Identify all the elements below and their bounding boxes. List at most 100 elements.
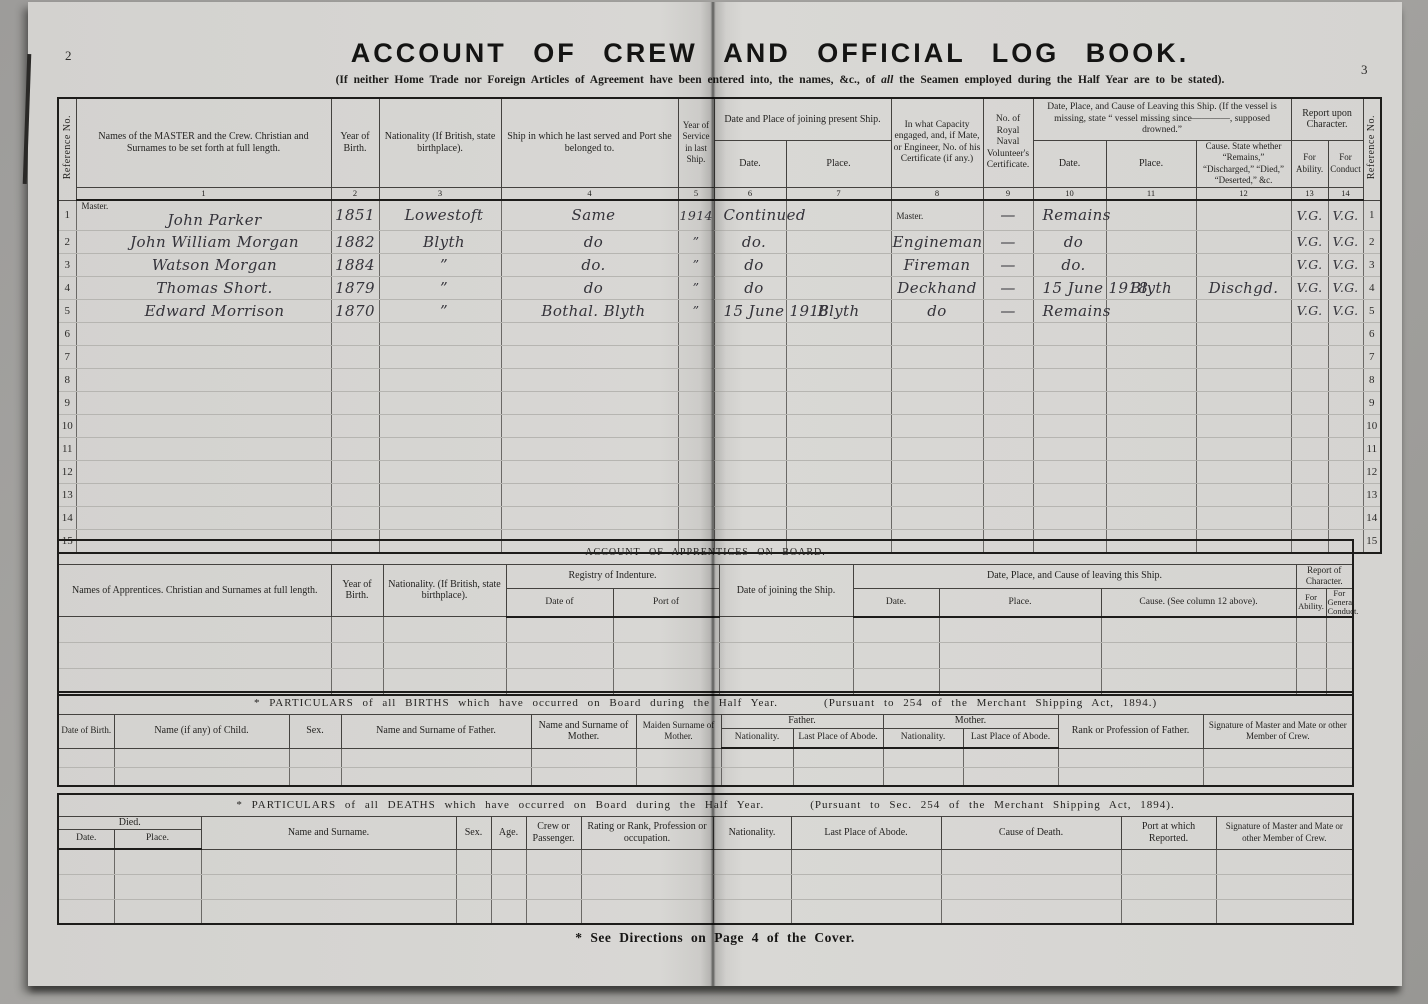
crew-header-joining-group: Date and Place of joining present Ship.	[713, 97, 892, 141]
birth-year-handwriting: 1870	[335, 301, 375, 320]
crew-cell-capacity	[890, 460, 984, 484]
crew-cell-name	[75, 345, 332, 369]
empty-cell	[340, 766, 532, 787]
empty-cell	[530, 747, 637, 768]
crew-row: 4 Thomas Short. 1879 ” do ” do Deckhand …	[57, 276, 1382, 300]
crew-cell-leave-place	[1105, 506, 1197, 530]
ability-handwriting: V.G.	[1296, 207, 1323, 223]
empty-cell	[790, 848, 942, 875]
crew-ref-left: 7	[57, 345, 77, 369]
subtitle-post: the Seamen employed during the Half Year…	[893, 74, 1225, 86]
nationality-handwriting	[436, 394, 444, 412]
nationality-handwriting: ”	[439, 278, 449, 297]
crew-ref-right: 7	[1362, 345, 1382, 369]
births-title: * PARTICULARS of all BIRTHS which have o…	[58, 691, 1354, 715]
page-title: ACCOUNT OF CREW AND OFFICIAL LOG BOOK.	[350, 38, 1190, 68]
empty-cell	[525, 848, 582, 875]
nationality-handwriting: ”	[439, 255, 449, 274]
conduct-handwriting: V.G.	[1332, 207, 1359, 223]
join-date-handwriting: do.	[741, 232, 767, 251]
ability-handwriting: V.G.	[1296, 257, 1323, 272]
births-header-maiden: Maiden Surname of Mother.	[635, 713, 722, 749]
col-number: 1	[75, 187, 332, 201]
last-ship-handwriting	[586, 509, 594, 527]
empty-cell	[490, 898, 527, 925]
capacity-handwriting: Fireman	[903, 255, 971, 274]
crew-cell-nationality	[378, 414, 502, 438]
crew-ref-left: 8	[57, 368, 77, 392]
crew-cell-name	[75, 483, 332, 507]
crew-cell-rnv	[982, 483, 1034, 507]
last-ship-handwriting	[586, 486, 594, 504]
empty-cell	[580, 898, 714, 925]
empty-cell	[382, 642, 507, 669]
crew-cell-rnv	[982, 391, 1034, 415]
rnv-handwriting: —	[1000, 301, 1016, 320]
crew-cell-ability	[1290, 391, 1329, 415]
nationality-handwriting	[436, 486, 444, 504]
crew-ref-left: 12	[57, 460, 77, 484]
empty-cell	[382, 616, 507, 643]
crew-cell-cause: Dischgd.	[1195, 276, 1292, 300]
rnv-handwriting: —	[1000, 206, 1016, 224]
crew-cell-join-date: do.	[713, 230, 787, 254]
crew-cell-last-ship: Same	[500, 199, 679, 231]
join-place-handwriting: Blyth	[817, 301, 860, 320]
empty-cell	[962, 747, 1059, 768]
empty-cell	[852, 616, 940, 643]
join-date-handwriting	[746, 486, 754, 504]
crew-cell-cause	[1195, 322, 1292, 346]
subtitle-emphasis: all	[881, 74, 894, 86]
crew-header-year-birth: Year of Birth.	[330, 97, 380, 188]
crew-ref-right: 11	[1362, 437, 1382, 461]
empty-cell	[113, 766, 290, 787]
col-number: 7	[785, 187, 892, 201]
crew-name-handwriting: Thomas Short.	[156, 278, 273, 297]
crew-cell-year-service: ”	[677, 276, 715, 300]
crew-cell-ability	[1290, 437, 1329, 461]
crew-cell-leave-date	[1032, 483, 1107, 507]
leave-date-handwriting	[1066, 394, 1074, 412]
empty-cell	[200, 848, 457, 875]
crew-cell-capacity: Engineman	[890, 230, 984, 254]
crew-cell-join-date	[713, 460, 787, 484]
crew-cell-year-service: ”	[677, 253, 715, 277]
crew-cell-join-place	[785, 368, 892, 392]
crew-name-handwriting	[193, 417, 215, 435]
crew-cell-year-service	[677, 368, 715, 392]
crew-header-cause: Cause. State whether “Remains,” “Dischar…	[1195, 139, 1292, 188]
leave-date-handwriting: Remains	[1042, 301, 1111, 320]
reference-no-vertical-label: Reference No.	[61, 115, 73, 180]
crew-row: 13 13	[57, 483, 1382, 507]
crew-cell-conduct	[1327, 322, 1364, 346]
empty-cell	[1202, 766, 1354, 787]
empty-cell	[1120, 848, 1217, 875]
births-header-date: Date of Birth.	[57, 713, 115, 749]
empty-cell	[612, 642, 720, 669]
last-ship-handwriting: do.	[581, 255, 606, 274]
crew-cell-conduct: V.G.	[1327, 299, 1364, 323]
crew-cell-last-ship	[500, 322, 679, 346]
capacity-handwriting: do	[927, 301, 947, 320]
crew-cell-leave-place	[1105, 483, 1197, 507]
col-number: 14	[1327, 187, 1364, 201]
crew-row: 14 14	[57, 506, 1382, 530]
page-number-left: 2	[65, 48, 72, 63]
crew-cell-ability: V.G.	[1290, 253, 1329, 277]
empty-cell	[525, 873, 582, 900]
crew-cell-conduct: V.G.	[1327, 199, 1364, 231]
crew-cell-capacity	[890, 368, 984, 392]
crew-cell-rnv	[982, 345, 1034, 369]
apprentices-header-registry-port: Port of	[612, 588, 720, 618]
crew-cell-ability	[1290, 414, 1329, 438]
empty-cell	[635, 766, 722, 787]
births-header-rank: Rank or Profession of Father.	[1057, 713, 1204, 749]
crew-cell-rnv	[982, 414, 1034, 438]
empty-cell	[580, 873, 714, 900]
crew-cell-ability: V.G.	[1290, 299, 1329, 323]
crew-header-ship-last: Ship in which he last served and Port sh…	[500, 97, 679, 188]
leave-date-handwriting	[1066, 371, 1074, 389]
crew-ref-right: 1	[1362, 199, 1382, 231]
crew-cell-leave-place	[1105, 437, 1197, 461]
crew-ref-left: 1	[57, 199, 77, 231]
